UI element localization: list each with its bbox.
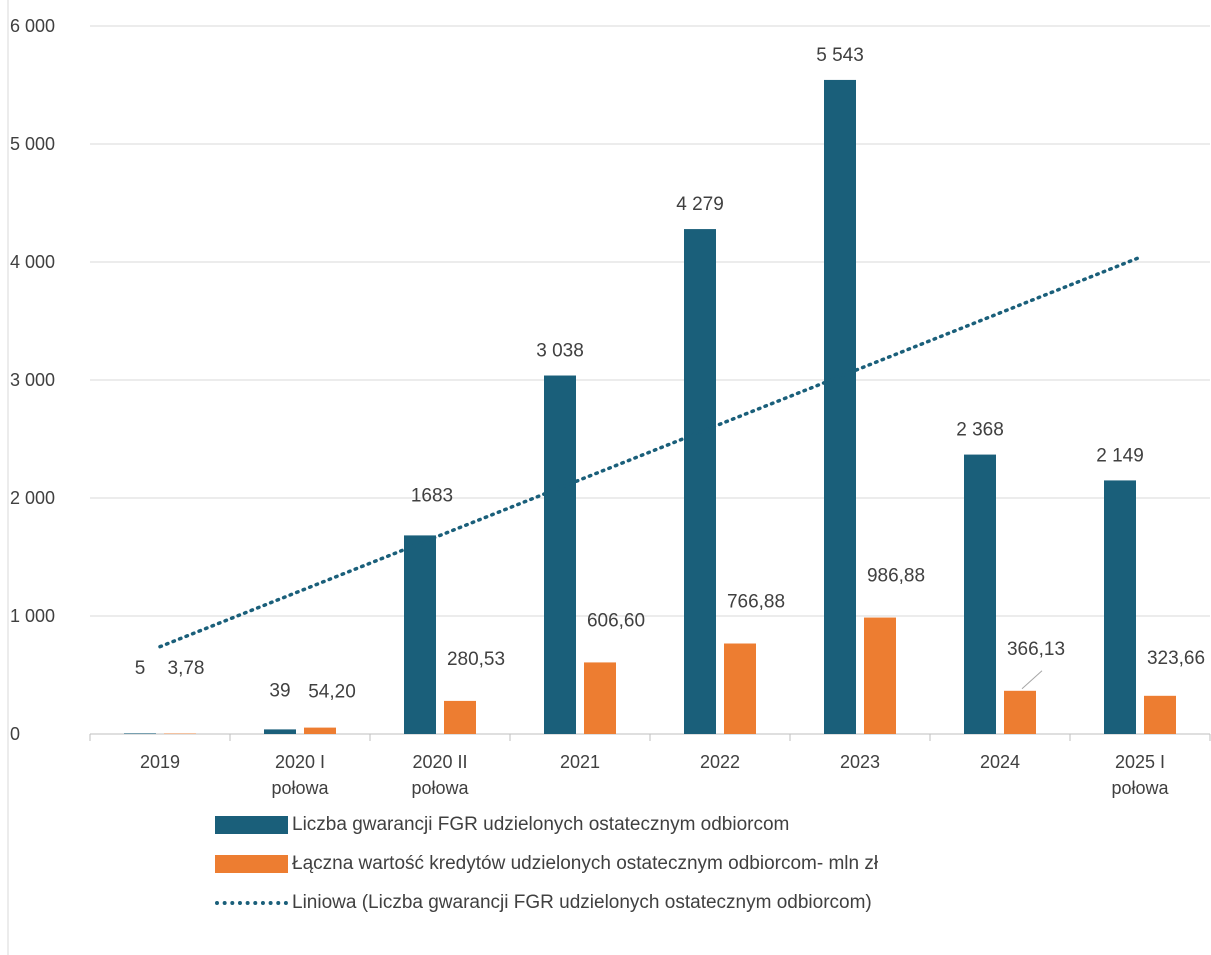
legend-item-value: Łączna wartość kredytów udzielonych osta… — [215, 853, 879, 874]
bar-count — [964, 454, 996, 734]
data-label-count: 1683 — [411, 485, 453, 506]
bar-value — [1004, 690, 1036, 734]
data-label-value: 323,66 — [1147, 648, 1205, 669]
bar-value — [864, 617, 896, 734]
bar-count — [124, 733, 156, 734]
bar-value — [304, 727, 336, 734]
data-label-value: 54,20 — [308, 682, 356, 703]
y-tick-label: 3 000 — [10, 370, 55, 390]
legend-item-trend: Liniowa (Liczba gwarancji FGR udzielonyc… — [215, 892, 878, 913]
data-label-count: 5 — [135, 658, 146, 679]
bar-value — [1144, 695, 1176, 734]
data-label-count: 39 — [269, 680, 290, 701]
y-tick-label: 0 — [10, 724, 20, 744]
y-tick-label: 5 000 — [10, 134, 55, 154]
bars — [124, 79, 1176, 734]
category-label: 2023 — [840, 752, 880, 772]
bar-count — [264, 729, 296, 734]
data-label-value: 986,88 — [867, 566, 925, 587]
data-label-value: 766,88 — [727, 592, 785, 613]
data-label-count: 4 279 — [676, 194, 724, 215]
data-label-leader-line — [1021, 670, 1043, 690]
y-tick-label: 4 000 — [10, 252, 55, 272]
legend-swatch-trend — [215, 901, 288, 905]
data-label-count: 2 149 — [1096, 445, 1144, 466]
legend-label-trend: Liniowa (Liczba gwarancji FGR udzielonyc… — [292, 892, 872, 913]
legend: Liczba gwarancji FGR udzielonych ostatec… — [215, 814, 879, 932]
bar-value — [444, 700, 476, 734]
data-label-value: 366,13 — [1007, 639, 1065, 660]
category-label: połowa — [411, 778, 469, 798]
bar-count — [824, 79, 856, 734]
y-tick-label: 2 000 — [10, 488, 55, 508]
category-label: 2019 — [140, 752, 180, 772]
data-label-value: 606,60 — [587, 610, 645, 631]
legend-label-count: Liczba gwarancji FGR udzielonych ostatec… — [292, 814, 790, 835]
bar-value — [724, 643, 756, 734]
data-label-value: 3,78 — [168, 658, 205, 679]
bar-value — [584, 662, 616, 734]
bar-count — [544, 375, 576, 734]
x-axis-category-labels: 2019 2020 I połowa 2020 II połowa 2021 2022 202… — [140, 752, 1170, 798]
gridlines — [89, 25, 1211, 741]
data-labels: 5 3,78 39 54,20 1683 280,53 3 038 606,60 4 279 76… — [135, 45, 1205, 703]
category-label: 2021 — [560, 752, 600, 772]
bar-count — [404, 535, 436, 734]
y-tick-label: 1 000 — [10, 606, 55, 626]
y-axis-tick-labels: 0 1 000 2 000 3 000 4 000 5 000 6 000 — [10, 16, 55, 744]
category-label: 2020 II — [412, 752, 467, 772]
category-label: połowa — [271, 778, 329, 798]
legend-item-count: Liczba gwarancji FGR udzielonych ostatec… — [215, 814, 878, 835]
trendline — [158, 255, 1142, 649]
category-label: 2024 — [980, 752, 1020, 772]
category-label: 2025 I — [1115, 752, 1165, 772]
data-label-count: 3 038 — [536, 341, 584, 362]
data-label-value: 280,53 — [447, 649, 505, 670]
legend-swatch-count — [215, 816, 288, 834]
bar-count — [1104, 480, 1136, 734]
category-label: połowa — [1111, 778, 1169, 798]
data-label-count: 2 368 — [956, 420, 1004, 441]
data-label-count: 5 543 — [816, 45, 864, 66]
bar-count — [684, 229, 716, 734]
y-tick-label: 6 000 — [10, 16, 55, 36]
legend-swatch-value — [215, 855, 288, 873]
category-label: 2020 I — [275, 752, 325, 772]
legend-label-value: Łączna wartość kredytów udzielonych osta… — [292, 853, 879, 874]
category-label: 2022 — [700, 752, 740, 772]
trendline-path — [158, 255, 1142, 649]
